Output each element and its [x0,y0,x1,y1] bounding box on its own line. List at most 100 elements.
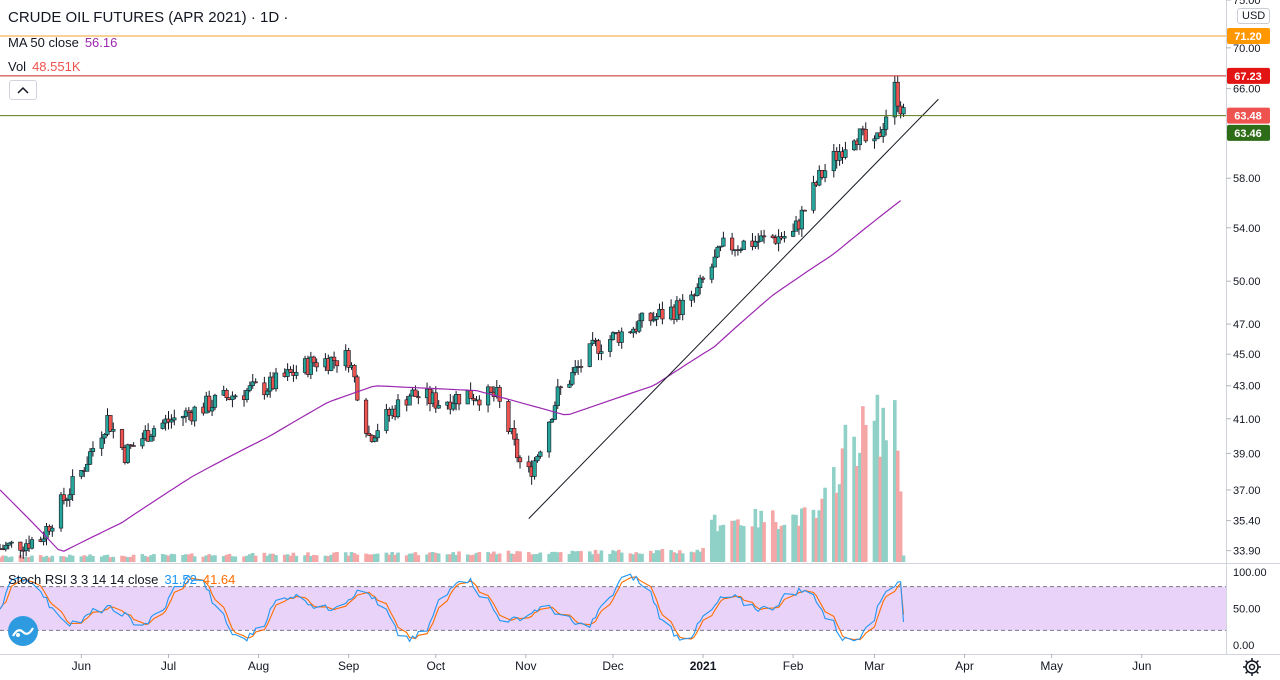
candle [172,409,177,426]
candle [384,403,389,434]
volume-bar [637,553,641,562]
candle [108,415,113,433]
candle-body [863,129,868,142]
time-tick-label: Oct [426,659,445,673]
candle-body [607,339,613,352]
volume-bar [576,551,580,562]
volume-bar [390,552,395,562]
candle [700,275,706,283]
tradingview-logo-icon[interactable] [8,616,38,646]
candle-body [294,372,299,376]
candle-body [407,395,412,406]
candle-series [0,76,906,559]
candle [881,122,886,143]
candle [689,290,694,307]
candle-body [756,240,761,243]
candle-body [67,494,72,500]
currency-button[interactable]: USD [1237,8,1271,24]
candle [70,469,75,501]
candle-body [64,499,69,501]
candle-body [456,394,462,405]
candle [637,313,642,334]
volume-bar [515,551,519,562]
volume-bar [416,555,421,562]
candle [372,435,377,443]
candle [712,249,717,268]
candle-body [334,360,340,367]
collapse-legend-button[interactable] [9,80,37,100]
stoch-label[interactable]: Stoch RSI 3 3 14 14 close [8,572,159,587]
volume-bar [468,555,473,562]
candle [247,381,252,393]
volume-bar [756,527,761,562]
candle-body [901,107,906,115]
candle [477,395,482,411]
volume-bar [465,554,470,562]
volume-bar [70,555,75,562]
volume-bar [800,508,804,562]
volume-bar [271,553,275,562]
volume-bar [253,555,258,562]
candle-body [250,381,255,386]
stoch-tick-label: 100.00 [1233,567,1267,579]
time-tick-label: Jun [1132,659,1151,673]
candle [451,395,456,412]
candle [146,423,151,442]
candle-body [538,451,543,457]
price-tick-label: 50.00 [1233,276,1261,288]
candle-body [596,340,601,354]
volume-bar [285,554,290,562]
candle [85,456,90,472]
volume-bar [47,557,52,562]
volume-bar [82,555,87,562]
ma-label[interactable]: MA 50 close [8,35,79,50]
candle [99,431,104,456]
candle-body [140,438,145,447]
price-tick-label: 43.00 [1233,381,1261,393]
volume-bar [288,555,293,562]
volume-bar [489,553,493,562]
candle [558,385,563,395]
volume-bar [221,556,226,562]
candle-body [44,526,49,540]
gear-icon[interactable] [1242,657,1262,677]
volume-bar [837,484,842,562]
candle [375,423,380,442]
candle-body [436,404,441,409]
volume-bar [433,552,438,562]
volume-bar [855,465,859,562]
volume-bar [614,551,618,562]
price-levels: 71.20 67.23 63.48 63.46 [0,28,1270,141]
candle [596,338,601,361]
candle-body [262,382,267,396]
candle [119,428,125,450]
candle-body [526,461,531,468]
candle-body [413,389,418,397]
time-tick-label: May [1040,659,1063,673]
candle [265,388,270,398]
volume-bar [518,551,522,562]
volume-bar [367,554,371,562]
ma-value: 56.16 [84,35,118,50]
candle-body [329,356,334,371]
candle-body [160,422,165,429]
candle-body [660,309,665,320]
candle-body [654,316,659,320]
volume-bar [364,553,368,562]
candle [58,492,64,532]
candle [599,344,604,361]
volume-bar [895,450,900,562]
symbol-title[interactable]: CRUDE OIL FUTURES (APR 2021) · 1D · [8,9,289,26]
candle-body [567,383,572,388]
volume-bar [372,554,377,562]
candle-body [50,527,55,532]
vol-label[interactable]: Vol [8,59,27,74]
candle [207,390,212,413]
candle-body [477,399,482,406]
candle [212,393,218,411]
volume-bar [820,498,824,562]
volume-bar [99,556,104,562]
candle-body [146,430,151,442]
volume-bar [608,553,612,562]
